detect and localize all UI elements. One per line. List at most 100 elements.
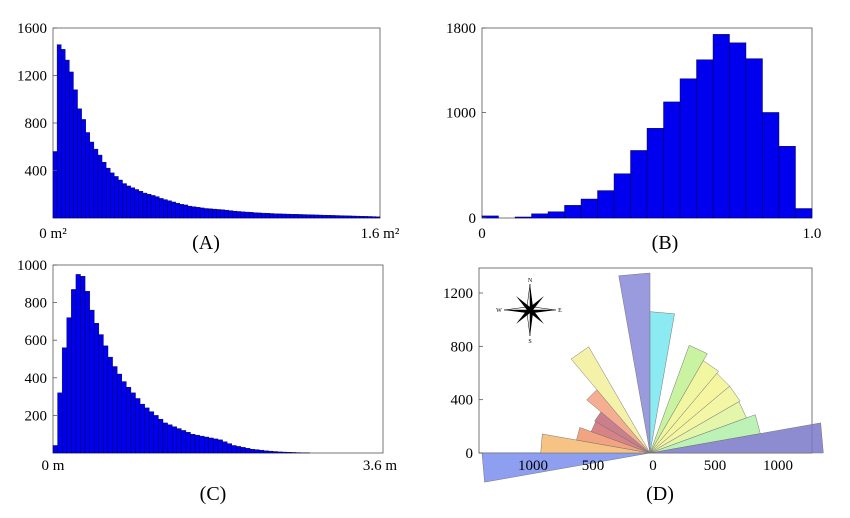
histogram-bar <box>355 215 360 219</box>
histogram-bar <box>159 198 164 219</box>
histogram-bar <box>158 418 164 454</box>
histogram-bar <box>363 216 368 219</box>
histogram-bar <box>359 216 364 219</box>
histogram-bar <box>167 200 172 219</box>
histogram-bar <box>57 392 63 454</box>
histogram-bar <box>146 194 152 219</box>
y-tick-label: 1800 <box>446 21 476 37</box>
histogram-bar <box>289 213 295 219</box>
histogram-bar <box>60 49 66 219</box>
histogram-bar <box>150 195 156 219</box>
histogram-bar <box>712 34 730 219</box>
histogram-bar <box>183 204 189 219</box>
histogram-bar <box>226 443 232 454</box>
panel-a: 400 800 1200 1600 0 m² 1.6 m² (A) <box>17 21 400 254</box>
histogram-bar <box>171 201 176 219</box>
rose-sector <box>570 346 651 454</box>
histogram-bar <box>580 198 598 219</box>
histogram-bar <box>248 212 254 219</box>
y-axis: 200 400 600 800 1000 <box>17 258 57 424</box>
histogram-bar <box>322 214 328 219</box>
histogram-bar <box>103 345 109 454</box>
compass-label-s: S <box>528 339 531 345</box>
histogram-bar <box>224 209 229 219</box>
histogram-bar <box>56 44 62 219</box>
compass-label-e: E <box>558 308 562 314</box>
x-tick-label-min: 0 <box>478 226 486 242</box>
histogram-bar <box>646 128 664 219</box>
histogram-bar <box>597 190 615 219</box>
y-tick-label: 600 <box>25 333 48 349</box>
x-tick-label-min: 0 m <box>42 458 65 474</box>
y-tick-label: 0 <box>466 446 474 462</box>
histogram-bar <box>175 202 180 219</box>
panel-caption: (D) <box>646 483 674 505</box>
histogram-bar <box>285 213 291 219</box>
y-tick-label: 1600 <box>17 21 47 37</box>
histogram-bars <box>52 274 310 454</box>
y-tick-label: 800 <box>25 296 48 312</box>
histogram-bar <box>139 403 145 454</box>
histogram-bar <box>138 191 144 219</box>
compass-icon: N S E W <box>496 278 562 345</box>
histogram-bar <box>171 426 177 454</box>
histogram-bar <box>52 151 58 219</box>
histogram-bar <box>118 179 123 219</box>
histogram-bars <box>52 44 381 219</box>
y-tick-label: 0 <box>469 211 477 227</box>
histogram-bar <box>212 208 217 219</box>
histogram-bar <box>190 434 196 454</box>
histogram-bar <box>191 206 197 219</box>
histogram-bar <box>314 214 319 219</box>
histogram-bar <box>105 167 111 219</box>
x-tick-label: 500 <box>582 458 605 474</box>
histogram-bar <box>222 441 228 454</box>
panel-c: 200 400 600 800 1000 0 m 3.6 m (C) <box>17 258 397 505</box>
histogram-bar <box>514 216 532 219</box>
histogram-bar <box>101 161 107 219</box>
histogram-bar <box>204 436 210 454</box>
histogram-bar <box>130 187 135 219</box>
histogram-bar <box>112 366 118 454</box>
histogram-bar <box>187 205 193 219</box>
histogram-bar <box>253 212 258 219</box>
histogram-bar <box>66 317 72 454</box>
histogram-bar <box>236 211 242 219</box>
histogram-bar <box>154 196 160 219</box>
compass-label-w: W <box>496 308 502 314</box>
histogram-bar <box>277 213 283 219</box>
histogram-bar <box>334 215 340 219</box>
histogram-bar <box>194 434 200 454</box>
histogram-bar <box>134 189 140 219</box>
histogram-bar <box>257 212 262 219</box>
histogram-bar <box>613 173 631 219</box>
histogram-bar <box>93 148 99 219</box>
histogram-bar <box>795 208 813 219</box>
histogram-bar <box>89 309 95 454</box>
histogram-bar <box>185 432 191 454</box>
x-tick-label-max: 3.6 m <box>363 458 398 474</box>
histogram-bar <box>213 438 219 454</box>
histogram-bar <box>254 449 260 454</box>
histogram-bar <box>263 450 269 454</box>
histogram-bar <box>318 214 323 219</box>
y-tick-label: 800 <box>25 116 48 132</box>
histogram-bar <box>298 214 303 219</box>
histogram-bar <box>204 208 209 219</box>
panel-d: 0 400 800 1200 1000 500 0 500 1000 (D) N S … <box>443 267 824 505</box>
x-tick-label-max: 1.0 <box>803 226 822 242</box>
histogram-bar <box>89 141 95 219</box>
y-tick-label: 200 <box>25 408 48 424</box>
histogram-bar <box>179 204 184 219</box>
histogram-bar <box>116 373 122 454</box>
histogram-bar <box>762 112 780 219</box>
histogram-bar <box>547 211 565 219</box>
histogram-bar <box>232 210 238 219</box>
histogram-bar <box>265 213 270 219</box>
histogram-bar <box>564 205 582 219</box>
histogram-bar <box>85 132 90 219</box>
histogram-bar <box>216 209 221 219</box>
histogram-bar <box>80 276 86 454</box>
histogram-bar <box>114 176 119 219</box>
y-tick-label: 1200 <box>17 69 47 85</box>
